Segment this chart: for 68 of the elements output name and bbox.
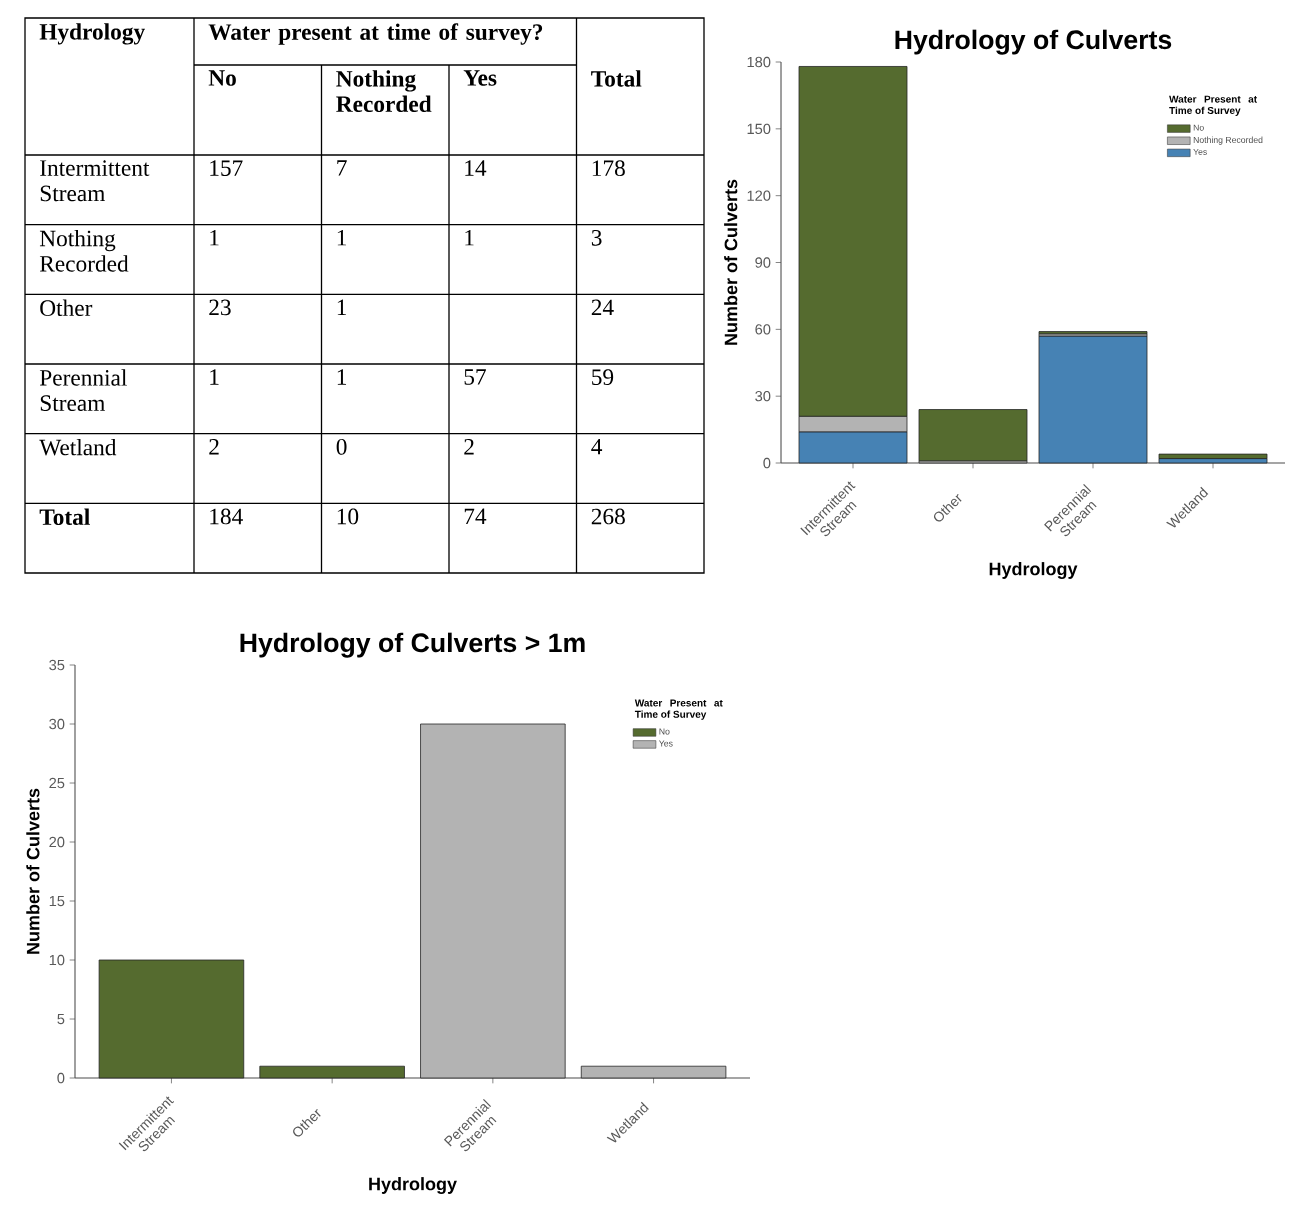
legend-label: Yes xyxy=(1193,148,1207,155)
data-label: 3 xyxy=(591,229,602,246)
bar xyxy=(1038,335,1148,464)
bar xyxy=(98,959,245,1079)
y-tick-label: Wetland xyxy=(39,438,117,456)
legend-title: Water Present at Time of Survey xyxy=(1169,95,1257,116)
legend-label: Nothing Recorded xyxy=(1193,136,1263,145)
y-tick-label: 0 xyxy=(57,1072,65,1084)
data-label: 4 xyxy=(591,438,603,455)
x-axis-title: Hydrology xyxy=(369,1177,457,1194)
y-tick-label: 10 xyxy=(49,954,65,966)
bar xyxy=(918,409,1028,462)
data-label: 1 xyxy=(210,229,219,246)
data-label: 1 xyxy=(337,229,347,246)
y-tick-label: Nothing Recorded xyxy=(39,229,129,272)
bar xyxy=(580,1065,727,1079)
data-label: 57 xyxy=(464,369,486,385)
data-label: 1 xyxy=(465,229,474,246)
y-tick-label: 30 xyxy=(755,391,771,402)
data-label: 59 xyxy=(592,369,614,385)
y-tick-label: 5 xyxy=(57,1013,65,1025)
x-tick-label: Nothing Recorded xyxy=(336,70,432,113)
y-tick-label: 15 xyxy=(49,895,65,907)
legend-label: No xyxy=(659,728,670,735)
legend-label: Yes xyxy=(659,740,673,747)
chart-title: Hydrology of Culverts xyxy=(895,29,1172,55)
chart-title: Hydrology of Culverts > 1m xyxy=(240,632,585,658)
bar xyxy=(259,1065,405,1079)
data-label: 74 xyxy=(464,508,487,524)
data-label: 1 xyxy=(210,369,219,385)
legend-label: No xyxy=(1193,124,1204,131)
x-tick-label: No xyxy=(208,70,236,86)
y-tick-label: Intermittent Stream xyxy=(40,160,150,202)
data-label: 268 xyxy=(591,508,625,525)
data-label: 2 xyxy=(464,438,474,455)
y-tick-label: 120 xyxy=(747,190,771,201)
data-label: 178 xyxy=(592,160,625,177)
y-tick-label: 180 xyxy=(747,56,771,68)
data-label: 10 xyxy=(337,508,359,525)
data-label: 0 xyxy=(336,438,347,455)
y-tick-label: 60 xyxy=(755,324,771,335)
data-label: 23 xyxy=(209,299,231,316)
y-axis-title: Number of Culverts xyxy=(724,179,738,345)
bar xyxy=(420,723,566,1079)
y-tick-label: 0 xyxy=(763,457,771,469)
data-label: 7 xyxy=(337,160,347,176)
legend-title: Water Present at Time of Survey xyxy=(634,699,723,720)
data-label: 157 xyxy=(210,160,243,176)
y-tick-label: 20 xyxy=(49,836,65,848)
y-tick-label: 25 xyxy=(49,777,65,789)
data-label: 24 xyxy=(591,299,614,316)
y-tick-label: Other xyxy=(40,299,93,317)
data-label: 1 xyxy=(337,299,347,316)
y-tick-label: 35 xyxy=(49,659,65,671)
y-axis-title: Number of Culverts xyxy=(26,788,40,954)
y-tick-label: Perennial Stream xyxy=(39,369,127,412)
data-label: 2 xyxy=(209,438,219,455)
x-tick-label: Total xyxy=(591,70,642,87)
x-tick-label: Yes xyxy=(463,70,497,86)
x-axis-title: Hydrology xyxy=(989,562,1078,579)
y-tick-label: 30 xyxy=(49,718,65,730)
data-label: 1 xyxy=(337,369,347,385)
data-label: 184 xyxy=(210,508,243,525)
data-label: 14 xyxy=(465,160,487,176)
y-tick-label: 90 xyxy=(755,257,771,268)
y-tick-label: 150 xyxy=(747,123,771,135)
x-axis-title: Water present at time of survey? xyxy=(208,23,543,45)
y-axis-title: Hydrology xyxy=(39,23,145,45)
